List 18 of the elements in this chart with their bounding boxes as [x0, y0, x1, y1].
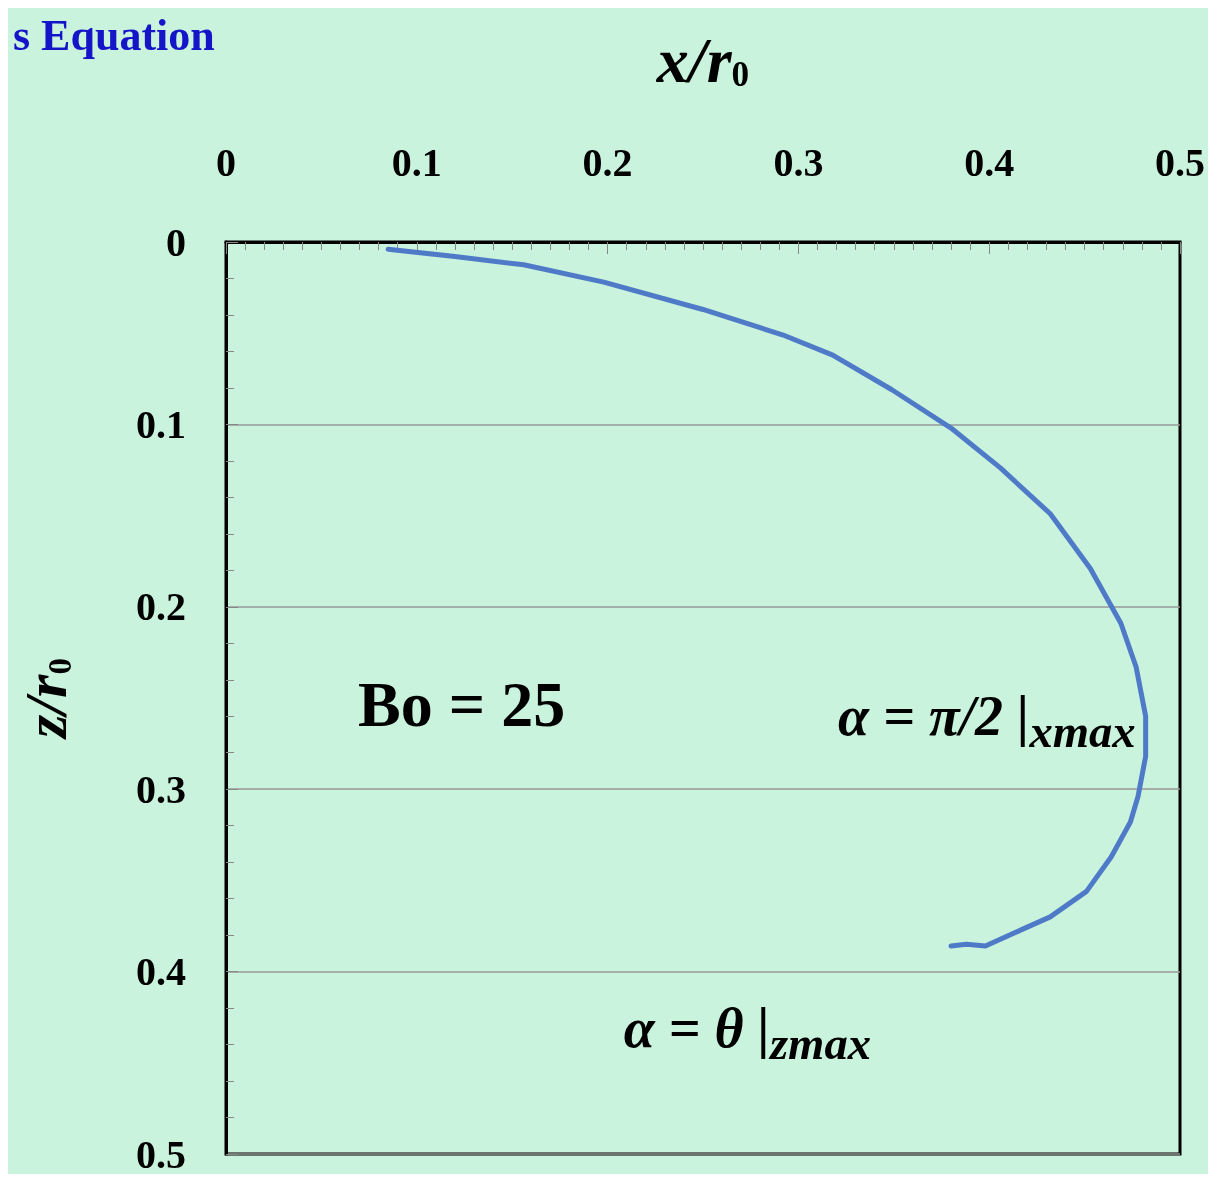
y-tick-label: 0.4	[136, 949, 186, 995]
annotation: α = θ |$_{zmax}$	[623, 996, 872, 1071]
y-tick-label: 0.3	[136, 766, 186, 812]
annotation: α = π/2 |$_{xmax}$	[838, 684, 1136, 759]
x-axis-title: x/r0	[655, 24, 750, 96]
x-tick-label: 0.1	[391, 139, 442, 185]
chart-title: s Equation	[13, 10, 215, 60]
y-tick-label: 0.1	[136, 401, 186, 447]
x-tick-label: 0.3	[773, 139, 824, 185]
y-tick-label: 0.5	[136, 1131, 186, 1177]
y-axis-title: z/r0	[13, 658, 79, 740]
annotation: Bo = 25	[358, 668, 566, 742]
y-tick-label: 0	[166, 219, 186, 265]
x-tick-label: 0.5	[1155, 139, 1205, 185]
x-tick-label: 0.2	[582, 139, 633, 185]
x-tick-label: 0.4	[964, 139, 1015, 185]
y-tick-label: 0.2	[136, 584, 186, 630]
x-tick-label: 0	[216, 139, 236, 185]
